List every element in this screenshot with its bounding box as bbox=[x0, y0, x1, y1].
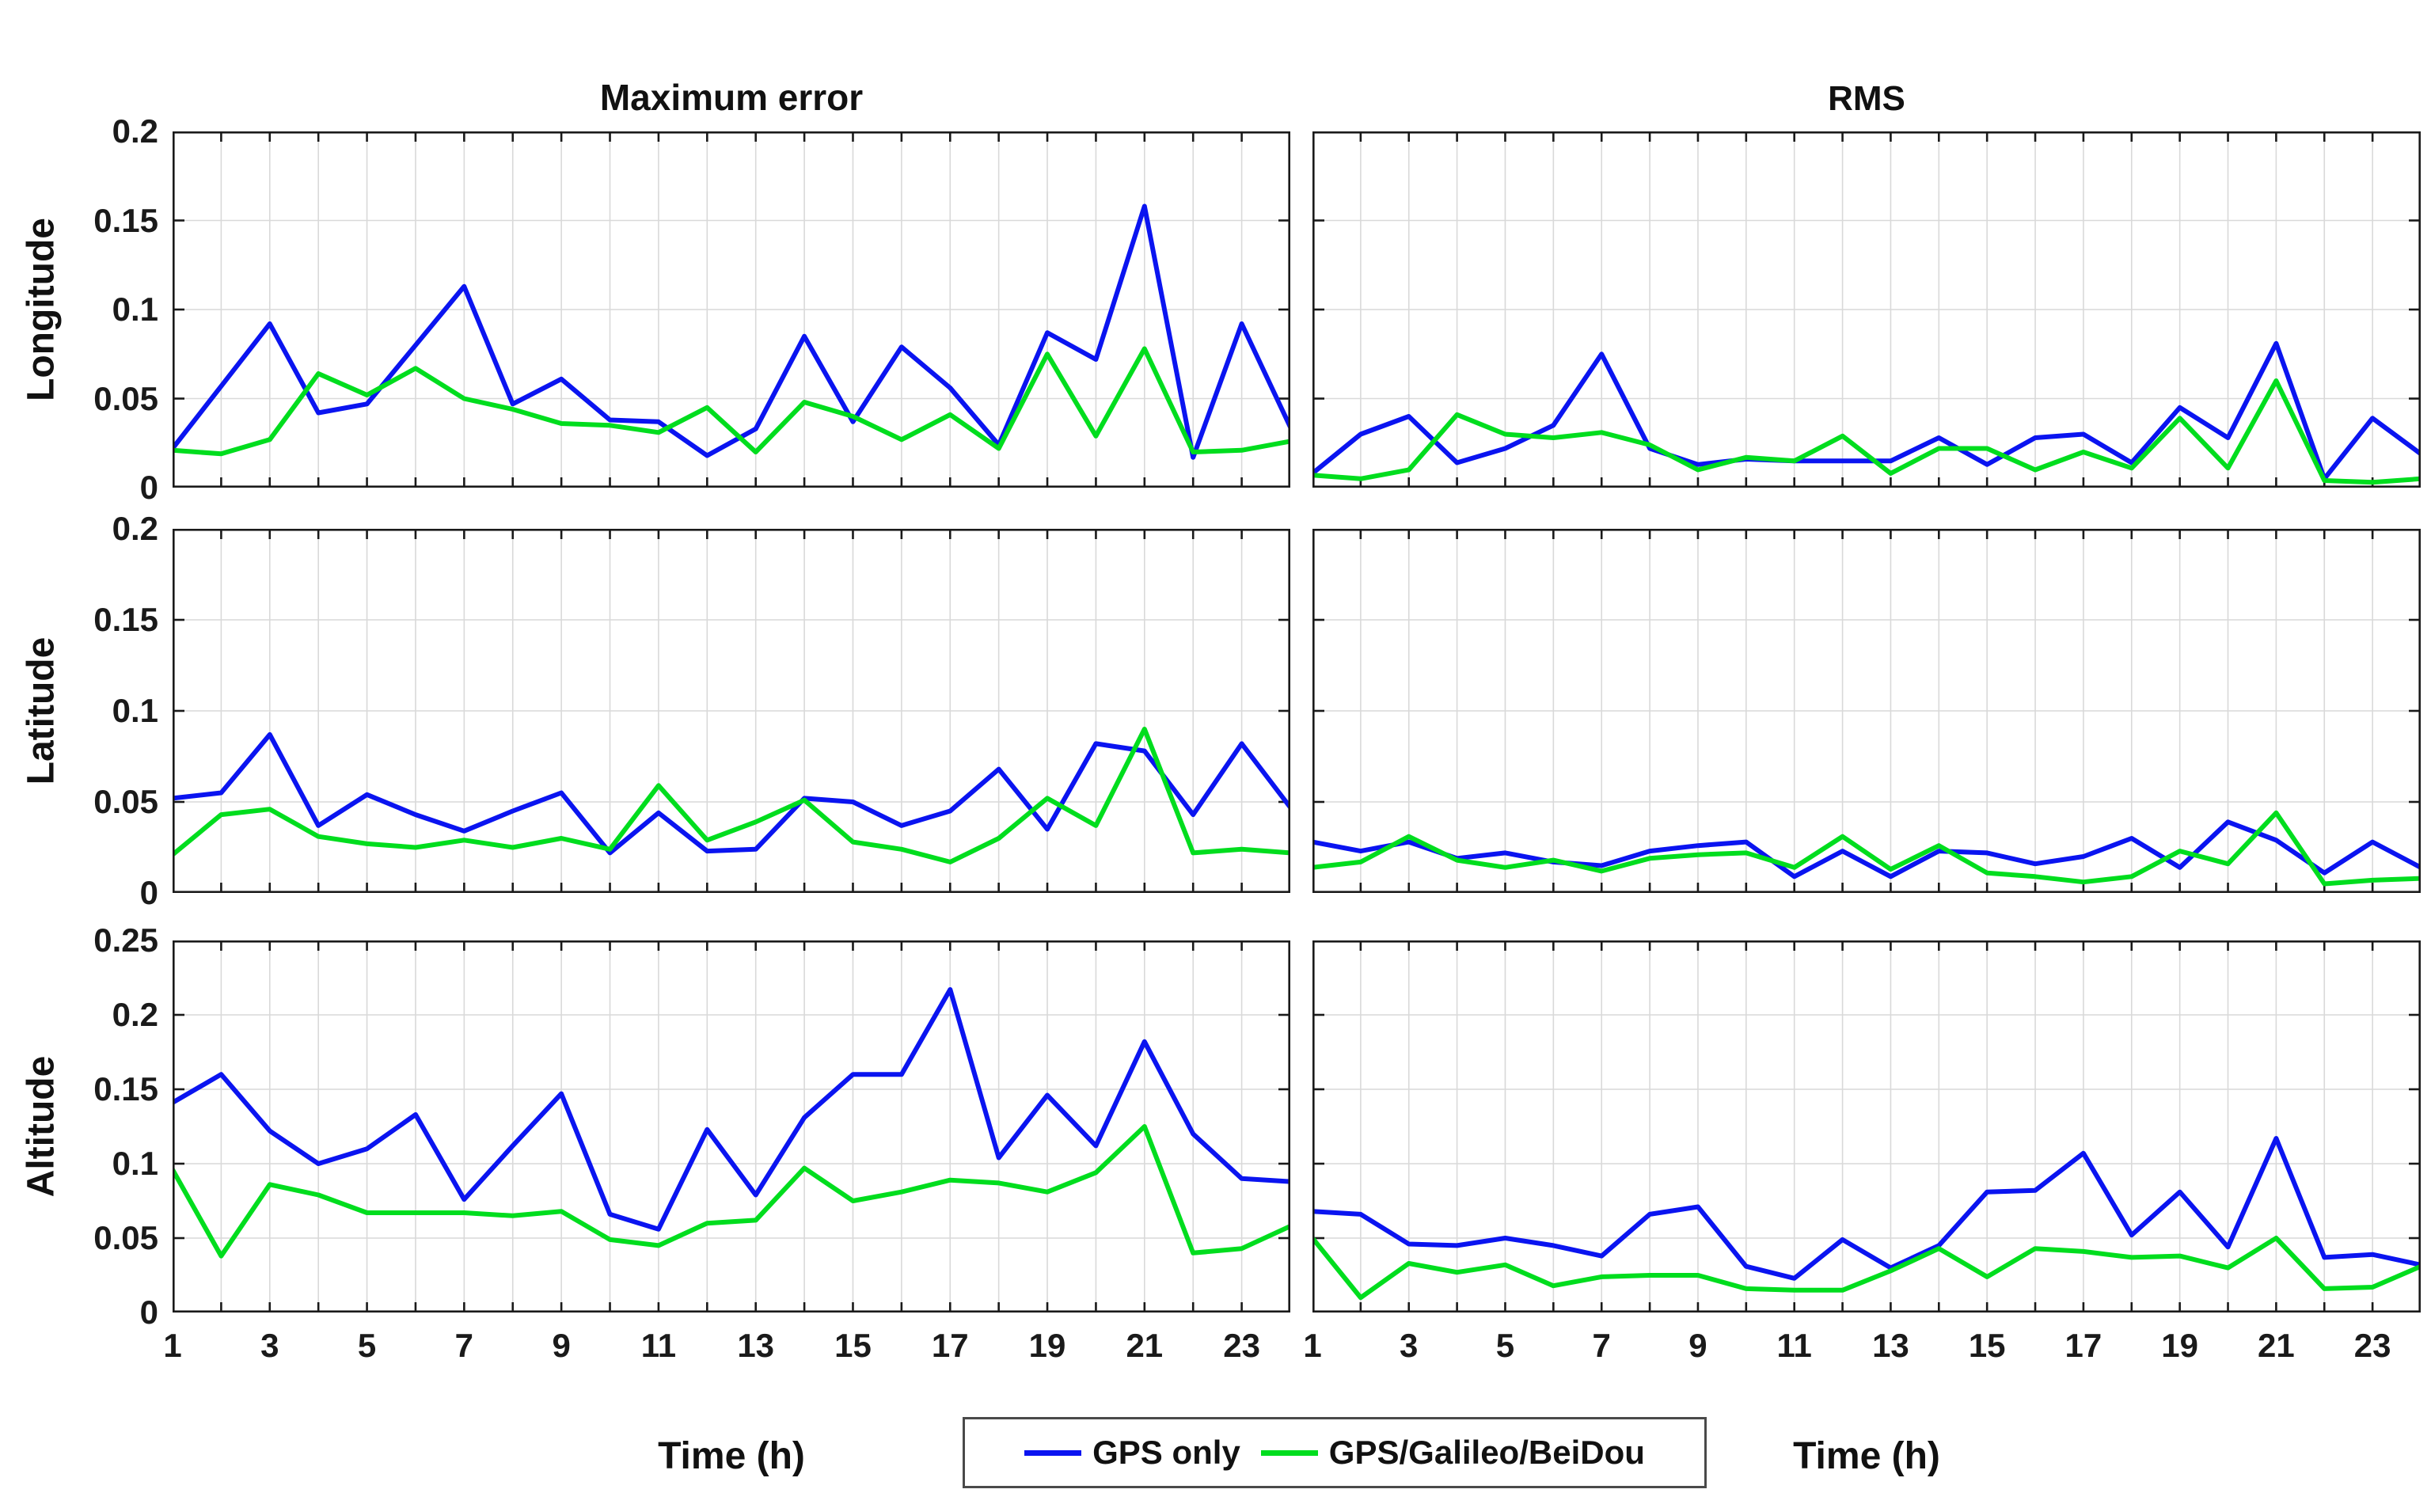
series-line-combo bbox=[173, 1124, 1290, 1259]
y-tick-label: 0.15 bbox=[93, 601, 158, 638]
y-tick-label: 0.05 bbox=[93, 783, 158, 820]
y-tick-label: 0 bbox=[139, 1294, 158, 1331]
legend: GPS only GPS/Galileo/BeiDou bbox=[963, 1417, 1707, 1488]
axes-border bbox=[1312, 529, 2421, 893]
x-tick-label: 9 bbox=[1688, 1327, 1707, 1364]
plot-longitude-rms bbox=[1312, 131, 2421, 488]
grid-lines bbox=[173, 131, 1290, 488]
column-title-maximum-error: Maximum error bbox=[599, 77, 864, 118]
x-tick-label: 15 bbox=[834, 1327, 872, 1364]
x-axis-label-right: Time (h) bbox=[1793, 1435, 1940, 1477]
y-tick-label: 0.1 bbox=[112, 291, 158, 328]
x-tick-label: 21 bbox=[2258, 1327, 2295, 1364]
series-line-gps bbox=[1312, 819, 2421, 879]
x-tick-label: 7 bbox=[454, 1327, 474, 1364]
tick-marks bbox=[1312, 940, 2421, 1313]
y-tick-label: 0.2 bbox=[112, 996, 158, 1033]
x-tick-label: 7 bbox=[1592, 1327, 1611, 1364]
x-tick-label: 5 bbox=[1495, 1327, 1515, 1364]
legend-item-gps: GPS only bbox=[1024, 1434, 1240, 1472]
y-tick-label: 0.15 bbox=[93, 201, 158, 239]
y-tick-label: 0.2 bbox=[112, 112, 158, 150]
grid-lines bbox=[1312, 529, 2421, 893]
x-tick-label: 11 bbox=[640, 1327, 677, 1364]
x-tick-label: 17 bbox=[2064, 1327, 2102, 1364]
axes-border bbox=[173, 131, 1290, 488]
x-tick-label: 1 bbox=[163, 1327, 182, 1364]
x-tick-label: 23 bbox=[1223, 1327, 1260, 1364]
series-line-gps bbox=[173, 987, 1290, 1232]
y-tick-label: 0.05 bbox=[93, 1219, 158, 1256]
axes-border bbox=[173, 529, 1290, 893]
legend-label: GPS/Galileo/BeiDou bbox=[1328, 1434, 1645, 1471]
x-tick-label: 21 bbox=[1126, 1327, 1164, 1364]
legend-line-swatch bbox=[1260, 1449, 1318, 1456]
plot-altitude-rms bbox=[1312, 940, 2421, 1313]
x-tick-label: 19 bbox=[2161, 1327, 2198, 1364]
grid-lines bbox=[1312, 940, 2421, 1313]
x-axis-label-left: Time (h) bbox=[658, 1435, 805, 1477]
x-tick-label: 19 bbox=[1028, 1327, 1066, 1364]
y-tick-label: 0.15 bbox=[93, 1070, 158, 1107]
y-tick-label: 0.1 bbox=[112, 1145, 158, 1182]
legend-label: GPS only bbox=[1092, 1434, 1240, 1471]
x-tick-label: 5 bbox=[357, 1327, 377, 1364]
plot-longitude-maximum-error bbox=[173, 131, 1290, 488]
x-tick-label: 17 bbox=[931, 1327, 969, 1364]
series-line-combo bbox=[1312, 810, 2421, 887]
x-tick-label: 3 bbox=[1400, 1327, 1419, 1364]
y-tick-label: 0.1 bbox=[112, 692, 158, 729]
y-tick-label: 0.25 bbox=[93, 921, 158, 959]
x-tick-label: 13 bbox=[737, 1327, 775, 1364]
plot-altitude-maximum-error bbox=[173, 940, 1290, 1313]
plot-latitude-rms bbox=[1312, 529, 2421, 893]
axes-border bbox=[1312, 131, 2421, 488]
series-line-combo bbox=[173, 727, 1290, 864]
x-tick-label: 23 bbox=[2353, 1327, 2391, 1364]
plot-latitude-maximum-error bbox=[173, 529, 1290, 893]
axes-border bbox=[173, 940, 1290, 1313]
x-tick-label: 9 bbox=[552, 1327, 571, 1364]
x-tick-label: 13 bbox=[1872, 1327, 1909, 1364]
series-line-gps bbox=[1312, 1136, 2421, 1281]
series-line-gps bbox=[173, 203, 1290, 460]
column-title-rms: RMS bbox=[1828, 79, 1905, 118]
legend-item-combo: GPS/Galileo/BeiDou bbox=[1260, 1434, 1645, 1472]
series-line-combo bbox=[173, 346, 1290, 457]
grid-lines bbox=[173, 940, 1290, 1313]
y-tick-label: 0.2 bbox=[112, 510, 158, 547]
axes-border bbox=[1312, 940, 2421, 1313]
grid-lines bbox=[1312, 131, 2421, 488]
series-line-gps bbox=[173, 731, 1290, 856]
x-tick-label: 3 bbox=[260, 1327, 279, 1364]
y-tick-label: 0.05 bbox=[93, 379, 158, 417]
legend-line-swatch bbox=[1024, 1449, 1082, 1456]
y-tick-label: 0 bbox=[139, 469, 158, 506]
x-tick-label: 1 bbox=[1303, 1327, 1322, 1364]
tick-marks bbox=[173, 940, 1290, 1313]
series-line-combo bbox=[1312, 378, 2421, 485]
y-tick-label: 0 bbox=[139, 874, 158, 911]
x-tick-label: 11 bbox=[1776, 1327, 1812, 1364]
series-line-combo bbox=[1312, 1236, 2421, 1301]
grid-lines bbox=[173, 529, 1290, 893]
x-tick-label: 15 bbox=[1968, 1327, 2006, 1364]
series-line-gps bbox=[1312, 340, 2421, 481]
